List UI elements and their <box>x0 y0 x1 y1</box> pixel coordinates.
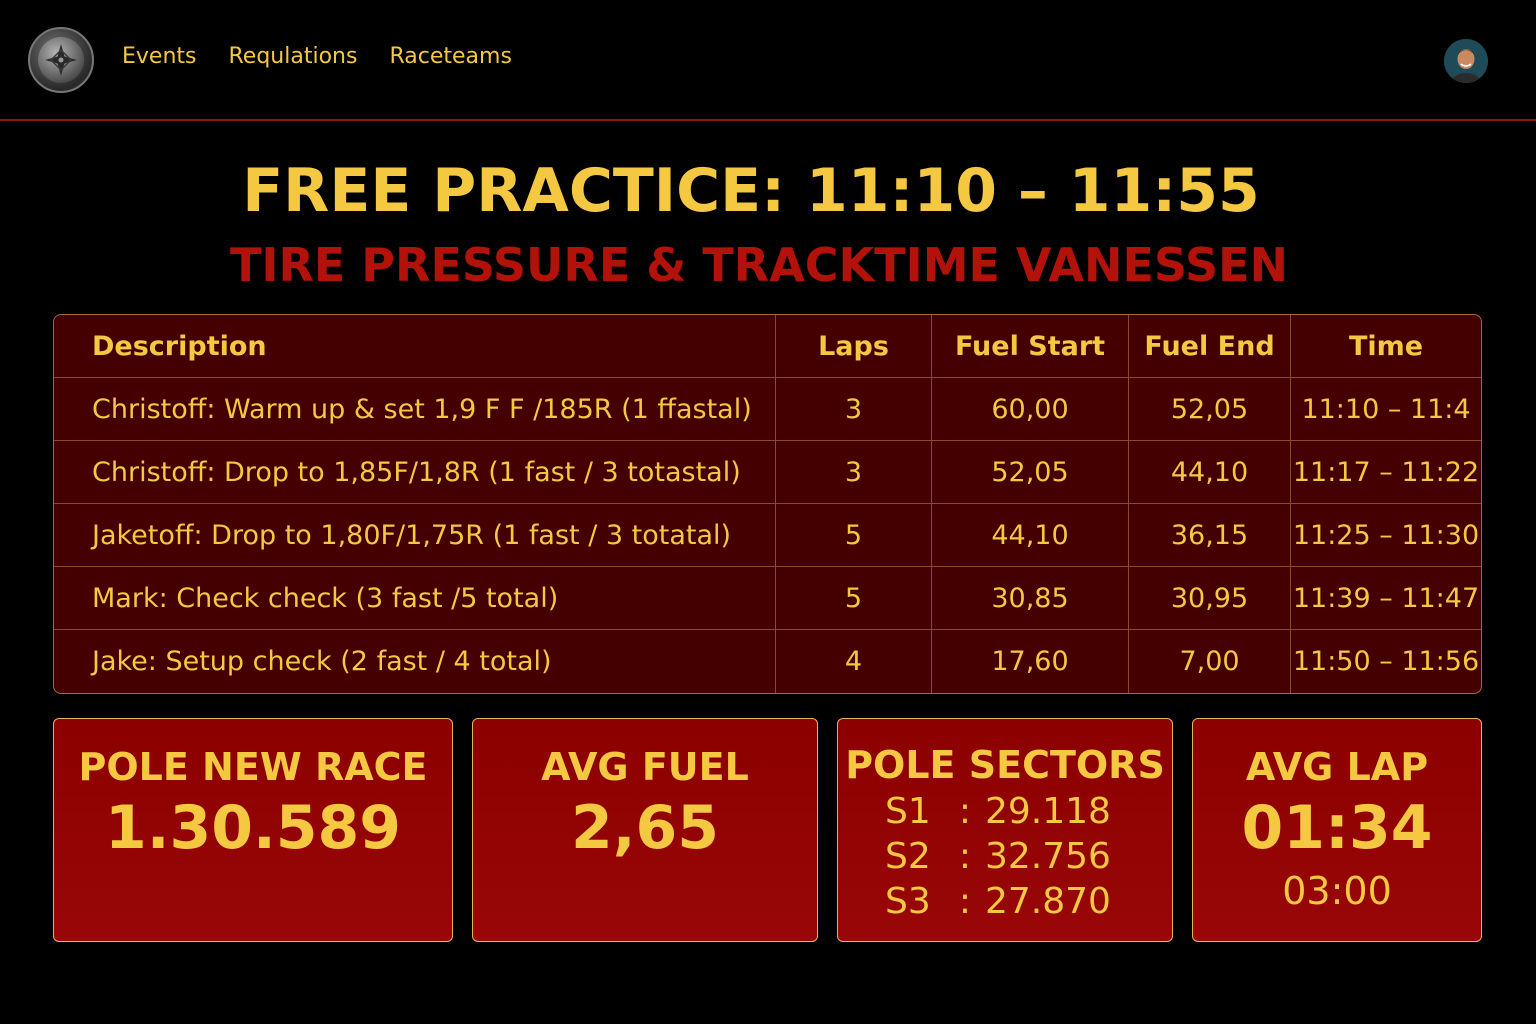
avg-lap-label: AVG LAP <box>1245 745 1429 789</box>
cell-fuel-start: 52,05 <box>932 441 1129 503</box>
nav-link-raceteams[interactable]: Raceteams <box>389 44 512 69</box>
table-header-row: Description Laps Fuel Start Fuel End Tim… <box>54 315 1481 378</box>
top-navigation-bar: Events Requlations Raceteams <box>0 0 1536 121</box>
avg-lap-card: AVG LAP 01:34 03:00 <box>1192 718 1482 942</box>
pole-new-race-card: POLE NEW RACE 1.30.589 <box>53 718 453 942</box>
sector-time: 27.870 <box>985 881 1111 922</box>
main-nav: Events Requlations Raceteams <box>122 44 512 69</box>
sector-row: S2 : 32.756 <box>838 834 1172 879</box>
cell-time: 11:17 – 11:22 <box>1292 456 1480 488</box>
avg-lap-value: 01:34 <box>1241 793 1433 863</box>
cell-description: Jaketoff: Drop to 1,80F/1,75R (1 fast / … <box>54 504 776 566</box>
sector-separator: : <box>958 836 972 877</box>
column-header-laps: Laps <box>776 315 932 377</box>
sector-time: 29.118 <box>985 791 1111 832</box>
cell-laps: 3 <box>776 378 932 440</box>
user-avatar[interactable] <box>1444 39 1488 83</box>
nav-link-events[interactable]: Events <box>122 44 197 69</box>
table-row[interactable]: Christoff: Warm up & set 1,9 F F /185R (… <box>54 378 1481 441</box>
sector-separator: : <box>958 881 972 922</box>
pole-sectors-label: POLE SECTORS <box>845 743 1165 787</box>
page-subtitle: TIRE PRESSURE & TRACKTIME VANESSEN <box>229 238 1289 292</box>
avg-fuel-card: AVG FUEL 2,65 <box>472 718 818 942</box>
table-row[interactable]: Jaketoff: Drop to 1,80F/1,75R (1 fast / … <box>54 504 1481 567</box>
cell-laps: 5 <box>776 567 932 629</box>
nav-link-regulations[interactable]: Requlations <box>228 44 358 69</box>
cell-fuel-start: 60,00 <box>932 378 1129 440</box>
column-header-fuel-end: Fuel End <box>1129 315 1291 377</box>
cell-description: Christoff: Warm up & set 1,9 F F /185R (… <box>54 378 776 440</box>
avg-fuel-label: AVG FUEL <box>541 745 749 789</box>
cell-time: 11:39 – 11:47 <box>1292 582 1480 614</box>
cell-laps: 4 <box>776 630 932 693</box>
practice-plan-table: Description Laps Fuel Start Fuel End Tim… <box>53 314 1482 694</box>
column-header-fuel-start: Fuel Start <box>932 315 1129 377</box>
column-header-description: Description <box>54 315 776 377</box>
cell-laps: 5 <box>776 504 932 566</box>
pole-sectors-card: POLE SECTORS S1 : 29.118 S2 : 32.756 S3 … <box>837 718 1173 942</box>
cell-fuel-start: 44,10 <box>932 504 1129 566</box>
sector-time: 32.756 <box>985 836 1111 877</box>
avg-fuel-value: 2,65 <box>570 793 720 863</box>
sector-name: S1 <box>885 791 931 832</box>
sector-row: S3 : 27.870 <box>838 879 1172 924</box>
cell-description: Christoff: Drop to 1,85F/1,8R (1 fast / … <box>54 441 776 503</box>
cell-time: 11:10 – 11:4 <box>1301 393 1471 425</box>
cell-fuel-end: 7,00 <box>1129 630 1291 693</box>
pole-new-race-label: POLE NEW RACE <box>78 745 428 789</box>
cell-laps: 3 <box>776 441 932 503</box>
column-header-time: Time <box>1348 330 1424 362</box>
cell-fuel-start: 30,85 <box>932 567 1129 629</box>
sector-name: S3 <box>885 881 931 922</box>
table-row[interactable]: Jake: Setup check (2 fast / 4 total) 4 1… <box>54 630 1481 693</box>
table-row[interactable]: Mark: Check check (3 fast /5 total) 5 30… <box>54 567 1481 630</box>
logo-emblem <box>38 37 84 83</box>
avg-lap-target: 03:00 <box>1282 869 1392 913</box>
cell-fuel-start: 17,60 <box>932 630 1129 693</box>
cell-fuel-end: 36,15 <box>1129 504 1291 566</box>
page-title: FREE PRACTICE: 11:10 – 11:55 <box>242 156 1260 226</box>
cell-time: 11:25 – 11:30 <box>1292 519 1480 551</box>
sector-row: S1 : 29.118 <box>838 789 1172 834</box>
cell-time: 11:50 – 11:56 <box>1292 646 1480 677</box>
cell-description: Mark: Check check (3 fast /5 total) <box>54 567 776 629</box>
cell-description: Jake: Setup check (2 fast / 4 total) <box>54 630 776 693</box>
cell-fuel-end: 30,95 <box>1129 567 1291 629</box>
cell-fuel-end: 52,05 <box>1129 378 1291 440</box>
table-row[interactable]: Christoff: Drop to 1,85F/1,8R (1 fast / … <box>54 441 1481 504</box>
pole-new-race-value: 1.30.589 <box>104 793 402 863</box>
app-logo-icon[interactable] <box>28 27 94 93</box>
sector-separator: : <box>958 791 972 832</box>
cell-fuel-end: 44,10 <box>1129 441 1291 503</box>
sector-name: S2 <box>885 836 931 877</box>
star-icon <box>45 44 77 76</box>
user-avatar-image <box>1444 39 1488 83</box>
